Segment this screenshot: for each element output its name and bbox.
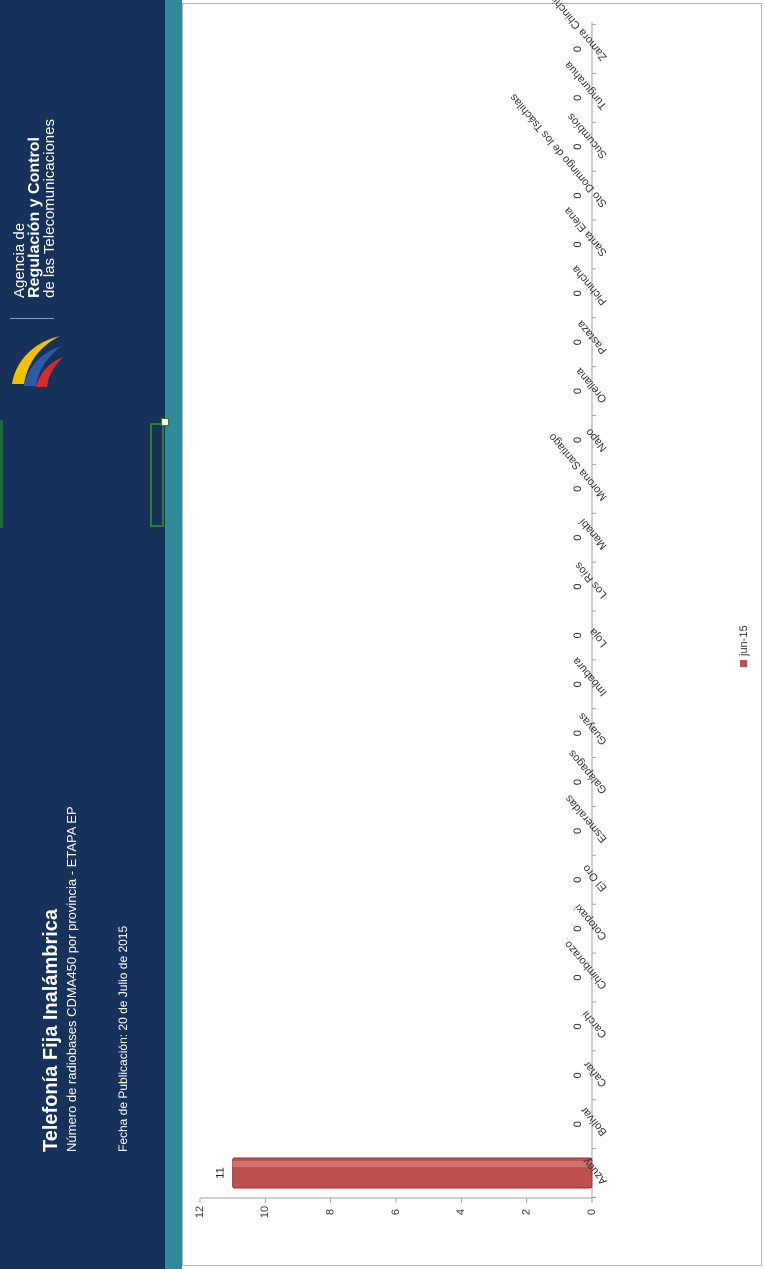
category-label: Guayas [576, 710, 610, 747]
data-label: 0 [572, 290, 584, 296]
category-label: Zamora Chinchipe [543, 0, 610, 63]
chart-legend: jun-15 [738, 625, 750, 667]
value-tick-label: 2 [521, 1209, 533, 1215]
value-tick-label: 4 [455, 1209, 467, 1215]
data-label: 0 [572, 437, 584, 443]
category-label: Orellana [573, 365, 609, 405]
category-label: El Oro [580, 862, 609, 894]
chart-axes: 0 2 4 6 8 10 12 [194, 22, 598, 1218]
category-label: Cotopaxi [572, 902, 609, 943]
chart-labels: 1100000000000000000000000AzuayBolívarCañ… [215, 0, 610, 1187]
data-label: 0 [572, 46, 584, 52]
category-label: Sucumbíos [565, 110, 610, 160]
logo-blue-stroke [24, 346, 62, 386]
header-banner [0, 0, 165, 1269]
bar-highlight [232, 1161, 592, 1167]
accent-band [165, 0, 182, 1269]
value-tick-label: 10 [259, 1206, 271, 1218]
value-tick-label: 12 [194, 1206, 206, 1218]
logo-yellow-stroke [12, 336, 60, 384]
category-label: Napo [583, 426, 609, 454]
data-label: 0 [572, 388, 584, 394]
data-label: 0 [572, 95, 584, 101]
category-label: Pichincha [569, 262, 609, 307]
category-label: Los Ríos [572, 559, 609, 600]
legend-label: jun-15 [738, 625, 750, 657]
value-tick-label: 0 [586, 1209, 598, 1215]
data-label: 0 [572, 486, 584, 492]
data-label: 0 [572, 779, 584, 785]
data-label: 0 [572, 632, 584, 638]
category-label: Tungurahua [562, 58, 610, 112]
data-label: 0 [572, 681, 584, 687]
fill-handle[interactable] [161, 418, 169, 426]
data-label: 0 [572, 1121, 584, 1127]
chart-bars [232, 1157, 593, 1189]
category-label: Manabí [577, 516, 610, 552]
logo-red-stroke [36, 357, 63, 387]
category-label: Imbabura [570, 654, 610, 698]
data-label: 0 [572, 877, 584, 883]
selected-cell[interactable] [150, 423, 164, 527]
data-label: 0 [572, 974, 584, 980]
category-label: Esmeraldas [563, 792, 610, 845]
flag-swoosh-icon [12, 336, 63, 387]
data-label: 0 [572, 1072, 584, 1078]
category-label: Carchi [580, 1008, 610, 1040]
category-label: Chimborazo [562, 938, 609, 991]
chart-frame [182, 3, 762, 1266]
logo-divider [10, 318, 54, 319]
category-label: Bolívar [578, 1104, 609, 1138]
data-label: 0 [572, 1023, 584, 1029]
category-label: Cañar [581, 1058, 610, 1089]
legend-swatch [740, 660, 747, 667]
data-label: 11 [215, 1167, 227, 1178]
category-label: Santa Elena [561, 204, 609, 258]
data-label: 0 [572, 926, 584, 932]
data-label: 0 [572, 828, 584, 834]
data-label: 0 [572, 144, 584, 150]
data-label: 0 [572, 339, 584, 345]
data-label: 0 [572, 241, 584, 247]
data-label: 0 [572, 730, 584, 736]
selection-edge [0, 420, 3, 528]
data-label: 0 [572, 535, 584, 541]
value-tick-label: 6 [390, 1209, 402, 1215]
value-tick-label: 8 [325, 1209, 337, 1215]
data-label: 0 [572, 193, 584, 199]
category-label: Loja [586, 625, 609, 649]
category-label: Galápagos [566, 747, 610, 796]
data-label: 0 [572, 584, 584, 590]
